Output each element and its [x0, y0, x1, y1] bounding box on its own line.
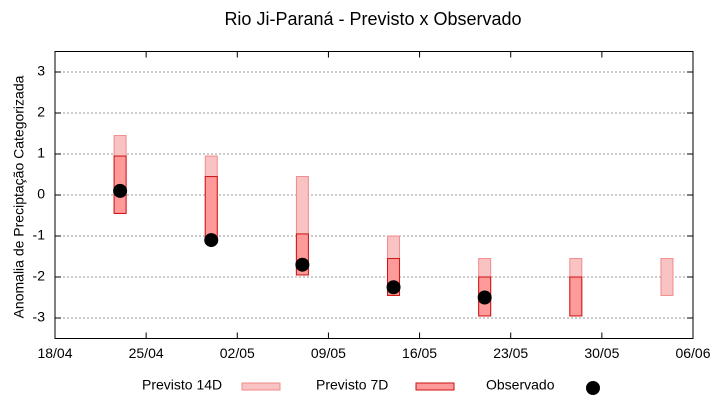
- x-tick-label: 23/05: [493, 345, 528, 361]
- y-axis-label: Anomalia de Preciptação Categorizada: [11, 75, 27, 318]
- range-bar: [569, 276, 583, 317]
- observed-point: [477, 290, 492, 305]
- legend-label: Observado: [486, 377, 555, 393]
- y-tick-label: 2: [37, 104, 45, 120]
- x-tick-label: 25/04: [129, 345, 164, 361]
- observed-point: [386, 280, 401, 295]
- x-tick-label: 02/05: [220, 345, 255, 361]
- x-tick-label: 18/04: [37, 345, 72, 361]
- legend-label: Previsto 7D: [316, 377, 388, 393]
- y-tick-label: -1: [33, 227, 46, 243]
- observed-point: [113, 183, 128, 198]
- x-tick-label: 06/06: [675, 345, 710, 361]
- legend-marker: [415, 382, 455, 391]
- x-tick-label: 09/05: [311, 345, 346, 361]
- y-tick-label: 3: [37, 63, 45, 79]
- y-tick-label: 0: [37, 186, 45, 202]
- range-bar: [660, 258, 674, 296]
- y-tick-label: 1: [37, 145, 45, 161]
- legend-marker: [586, 381, 600, 395]
- y-tick-label: -3: [33, 309, 46, 325]
- y-tick-label: -2: [33, 268, 46, 284]
- plot-frame: [54, 51, 694, 339]
- x-tick-label: 16/05: [402, 345, 437, 361]
- legend-label: Previsto 14D: [142, 377, 222, 393]
- x-tick-label: 30/05: [584, 345, 619, 361]
- range-bar: [204, 176, 218, 239]
- legend-marker: [241, 382, 281, 391]
- observed-point: [295, 257, 310, 272]
- chart-title: Rio Ji-Paraná - Previsto x Observado: [224, 9, 521, 29]
- observed-point: [204, 233, 219, 248]
